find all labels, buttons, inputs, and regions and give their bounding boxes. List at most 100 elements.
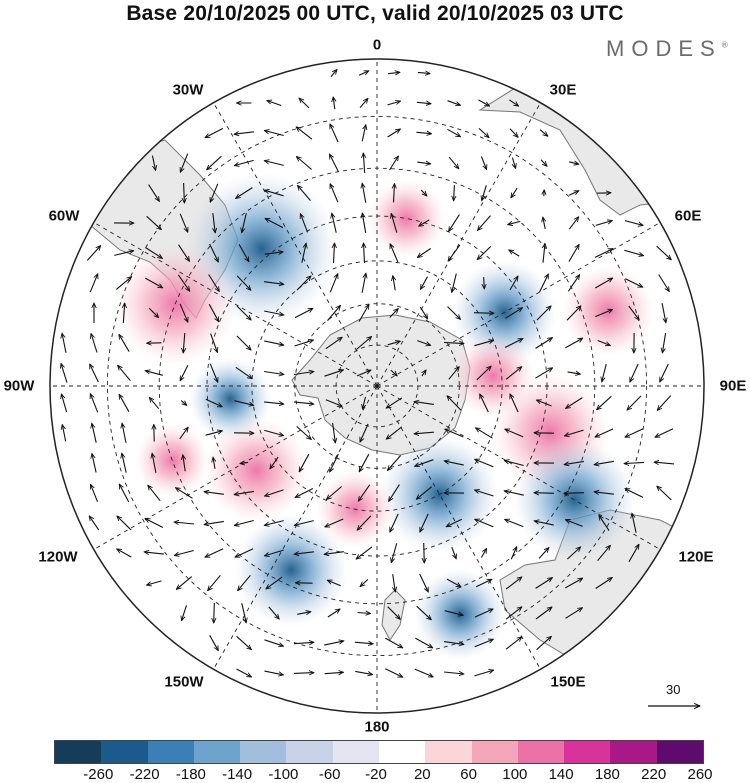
wind-arrow bbox=[419, 513, 429, 532]
lon-label-120e: 120E bbox=[678, 548, 714, 566]
brand-mark: ® bbox=[721, 40, 728, 50]
meridian bbox=[93, 385, 378, 550]
colorbar-tick-label: 20 bbox=[413, 766, 431, 783]
wind-arrow bbox=[300, 214, 309, 233]
wind-arrow bbox=[326, 486, 342, 500]
wind-arrow bbox=[477, 246, 492, 259]
map-boundary bbox=[49, 58, 705, 714]
wind-arrow bbox=[208, 303, 219, 322]
wind-arrow bbox=[478, 127, 489, 137]
wind-arrow bbox=[628, 544, 639, 562]
wind-arrow bbox=[655, 428, 674, 438]
colorbar-tick-label: -140 bbox=[222, 766, 253, 783]
meridian bbox=[376, 385, 541, 670]
wind-arrow bbox=[446, 518, 463, 528]
wind-arrow bbox=[117, 549, 132, 558]
wind-arrow bbox=[534, 521, 554, 526]
wind-arrow bbox=[145, 518, 164, 528]
wind-arrow bbox=[324, 552, 344, 555]
wind-arrow bbox=[119, 394, 130, 412]
page-title: Base 20/10/2025 00 UTC, valid 20/10/2025… bbox=[126, 2, 624, 25]
wind-arrow bbox=[509, 250, 520, 257]
graticule bbox=[50, 59, 704, 713]
wind-arrow bbox=[594, 492, 614, 494]
colorbar-segment-13 bbox=[656, 741, 703, 763]
wind-arrow bbox=[484, 277, 485, 289]
wind-arrow bbox=[264, 670, 284, 675]
wind-arrow bbox=[629, 363, 639, 382]
wind-arrow bbox=[264, 190, 284, 197]
wind-arrow bbox=[176, 576, 193, 590]
wind-arrow bbox=[296, 157, 312, 170]
wind-arrow bbox=[444, 672, 464, 674]
wind-arrow bbox=[299, 453, 310, 472]
wind-arrow bbox=[91, 484, 99, 502]
wind-arrow bbox=[444, 461, 464, 466]
wind-arrow bbox=[208, 274, 220, 292]
wind-arrow bbox=[511, 187, 518, 198]
wind-arrow bbox=[62, 333, 67, 353]
wind-arrow bbox=[625, 488, 644, 498]
wind-arrow bbox=[205, 548, 224, 558]
wind-arrow bbox=[264, 639, 284, 646]
wind-arrow bbox=[564, 429, 584, 436]
wind-arrow bbox=[474, 639, 494, 648]
wind-arrow bbox=[505, 637, 522, 650]
wind-arrow bbox=[234, 400, 253, 406]
meridian bbox=[213, 102, 378, 387]
wind-arrow bbox=[656, 245, 672, 260]
wind-arrow bbox=[92, 454, 97, 473]
colorbar-segment-0 bbox=[55, 741, 102, 763]
wind-arrow bbox=[474, 340, 493, 347]
wind-arrow bbox=[386, 397, 403, 408]
wind-arrow bbox=[505, 367, 522, 380]
wind-arrow bbox=[324, 672, 344, 673]
wind-arrow bbox=[536, 636, 552, 651]
colorbar-tick-label: -60 bbox=[318, 766, 341, 783]
colorbar-segment-9 bbox=[471, 741, 518, 763]
wind-arrow bbox=[391, 543, 398, 562]
wind-arrow bbox=[325, 337, 342, 350]
wind-arrow bbox=[122, 453, 127, 473]
wind-arrow bbox=[123, 303, 124, 324]
wind-arrow bbox=[296, 276, 311, 291]
wind-arrow bbox=[89, 516, 100, 531]
wind-arrow bbox=[174, 549, 194, 556]
reference-vector-label: 30 bbox=[666, 682, 681, 697]
wind-arrow bbox=[119, 334, 130, 352]
wind-arrow bbox=[597, 339, 611, 346]
colorbar-segment-1 bbox=[101, 741, 148, 763]
wind-arrow bbox=[509, 128, 518, 138]
anomaly-center-1 bbox=[114, 243, 237, 366]
wind-arrow bbox=[391, 213, 398, 233]
wind-arrow bbox=[330, 184, 339, 203]
wind-arrow bbox=[595, 278, 612, 289]
wind-arrow bbox=[417, 72, 430, 73]
latitude-circle bbox=[251, 260, 503, 512]
wind-arrow bbox=[298, 185, 311, 201]
wind-arrow bbox=[385, 668, 402, 678]
wind-arrow bbox=[595, 578, 613, 589]
wind-arrow bbox=[264, 402, 284, 404]
wind-arrow bbox=[505, 607, 522, 620]
wind-arrow bbox=[148, 307, 158, 317]
wind-arrow bbox=[236, 187, 253, 199]
wind-arrow bbox=[443, 342, 464, 343]
wind-arrow bbox=[145, 371, 163, 376]
wind-arrow bbox=[476, 428, 493, 439]
wind-arrow bbox=[564, 493, 585, 494]
colorbar-tick-label: 220 bbox=[641, 766, 667, 783]
brand-name: MODES bbox=[606, 36, 722, 61]
wind-arrow bbox=[568, 244, 579, 262]
wind-arrow bbox=[594, 460, 614, 464]
colorbar-segment-6 bbox=[332, 741, 379, 763]
wind-arrow bbox=[566, 547, 580, 560]
wind-arrow bbox=[393, 276, 395, 291]
wind-arrow bbox=[174, 522, 195, 524]
wind-arrow bbox=[151, 155, 155, 171]
wind-arrow bbox=[182, 605, 188, 620]
meridian bbox=[376, 102, 541, 387]
wind-arrow bbox=[355, 670, 372, 674]
wind-arrow bbox=[387, 455, 402, 471]
